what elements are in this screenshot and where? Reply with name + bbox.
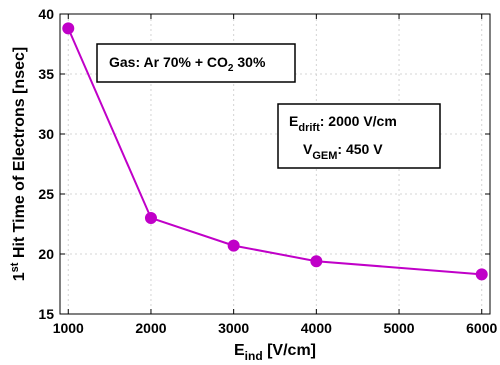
x-tick-label: 1000: [53, 320, 84, 336]
gas-annotation: Gas: Ar 70% + CO2 30%: [96, 43, 296, 83]
x-tick-label: 4000: [301, 320, 332, 336]
plot-frame: [59, 13, 491, 315]
y-tick-label: 30: [38, 126, 54, 142]
y-tick-label: 40: [38, 6, 54, 22]
ticks: 1000 2000 3000 4000 5000 6000 15 20 25 30 35 40: [38, 6, 497, 336]
data-point: [227, 239, 240, 252]
field-annotation: Edrift: 2000 V/cm VGEM: 450 V: [277, 103, 441, 169]
gas-annotation-box: [96, 43, 296, 83]
data-point: [310, 255, 323, 268]
data-point: [144, 212, 157, 224]
data-point: [475, 268, 488, 281]
x-tick-label: 3000: [218, 320, 249, 336]
series-layer: [62, 22, 488, 281]
y-axis-label: 1st Hit Time of Electrons [nsec]: [9, 47, 28, 281]
x-axis-label: Eind [V/cm]: [234, 342, 316, 363]
field-annotation-box: [277, 103, 441, 169]
x-tick-label: 5000: [383, 320, 414, 336]
data-point: [62, 22, 75, 35]
y-tick-label: 35: [38, 66, 54, 82]
x-tick-label: 6000: [466, 320, 497, 336]
y-tick-label: 25: [38, 186, 54, 202]
edrift-annotation: Edrift: 2000 V/cm: [289, 113, 397, 134]
gas-annotation-text: Gas: Ar 70% + CO2 30%: [109, 54, 266, 74]
x-tick-label: 2000: [135, 320, 166, 336]
y-tick-label: 15: [38, 306, 54, 322]
vgem-annotation: VGEM: 450 V: [303, 141, 383, 162]
y-tick-label: 20: [38, 246, 54, 262]
